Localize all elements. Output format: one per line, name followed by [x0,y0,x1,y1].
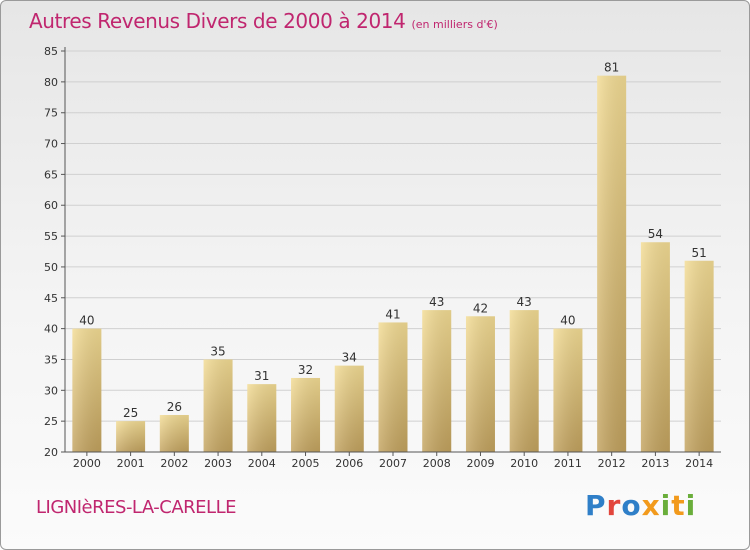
y-tick-label: 85 [44,45,58,58]
x-tick-label: 2005 [292,457,320,470]
x-tick-label: 2007 [379,457,407,470]
y-tick-label: 70 [44,138,58,151]
bar-value-label: 43 [517,295,532,309]
bar-shade [247,384,277,452]
bar-value-label: 43 [429,295,444,309]
bar-value-label: 40 [79,314,94,328]
bar-shade [684,260,714,452]
bar-shade [640,242,670,452]
y-tick-label: 65 [44,168,58,181]
bar-value-label: 51 [691,246,706,260]
bar-value-label: 35 [210,344,225,358]
bar-shade [116,421,146,452]
bar-value-label: 41 [385,307,400,321]
brand-letter: x [641,489,661,522]
brand-letter: r [606,489,622,522]
chart-unit-text: (en milliers d'€) [411,18,498,31]
bar-value-label: 54 [648,227,663,241]
x-tick-label: 2014 [685,457,713,470]
bar-shade [72,328,102,452]
x-tick-label: 2012 [598,457,626,470]
bar-shade [465,316,495,452]
bar-shade [334,365,364,452]
town-name: LIGNIèRES-LA-CARELLE [36,497,236,518]
bar-value-label: 34 [342,351,357,365]
brand-letter: i [685,489,697,522]
x-tick-label: 2010 [510,457,538,470]
bar-shade [509,310,539,452]
bar-value-label: 32 [298,363,313,377]
bar-value-label: 31 [254,369,269,383]
bar-value-label: 25 [123,406,138,420]
bar-value-label: 26 [167,400,182,414]
x-tick-label: 2003 [204,457,232,470]
y-tick-label: 20 [44,446,58,459]
bar-shade [422,310,452,452]
y-tick-label: 45 [44,292,58,305]
y-tick-label: 75 [44,107,58,120]
bar-shade [159,414,189,452]
brand-letter: t [671,489,686,522]
labels: 20 25 30 35 40 45 50 55 60 65 70 75 80 85 40 2000 25 2001… [44,45,713,470]
bar-value-label: 81 [604,61,619,75]
bar-shade [378,322,408,452]
bar-value-label: 42 [473,301,488,315]
brand-letter: P [585,489,607,522]
x-tick-label: 2013 [641,457,669,470]
x-tick-label: 2009 [466,457,494,470]
x-tick-label: 2001 [117,457,145,470]
y-tick-label: 50 [44,261,58,274]
bar-value-label: 40 [560,314,575,328]
x-tick-label: 2011 [554,457,582,470]
x-tick-label: 2000 [73,457,101,470]
x-tick-label: 2004 [248,457,276,470]
brand-letter: i [660,489,672,522]
y-tick-label: 55 [44,230,58,243]
x-tick-label: 2002 [160,457,188,470]
y-tick-label: 35 [44,353,58,366]
chart-title-text: Autres Revenus Divers de 2000 à 2014 [29,9,406,33]
bars [72,75,714,452]
y-tick-label: 25 [44,415,58,428]
x-tick-label: 2006 [335,457,363,470]
axes [61,47,721,456]
brand-letter: o [621,489,642,522]
chart-title: Autres Revenus Divers de 2000 à 2014 (en … [29,9,498,33]
bar-shade [291,377,321,452]
y-tick-label: 60 [44,199,58,212]
bar-shade [553,328,583,452]
y-tick-label: 80 [44,76,58,89]
x-tick-label: 2008 [423,457,451,470]
y-tick-label: 30 [44,384,58,397]
bar-shade [597,75,627,452]
proxiti-logo: Proxiti [585,489,696,522]
y-tick-label: 40 [44,323,58,336]
bar-shade [203,359,233,452]
